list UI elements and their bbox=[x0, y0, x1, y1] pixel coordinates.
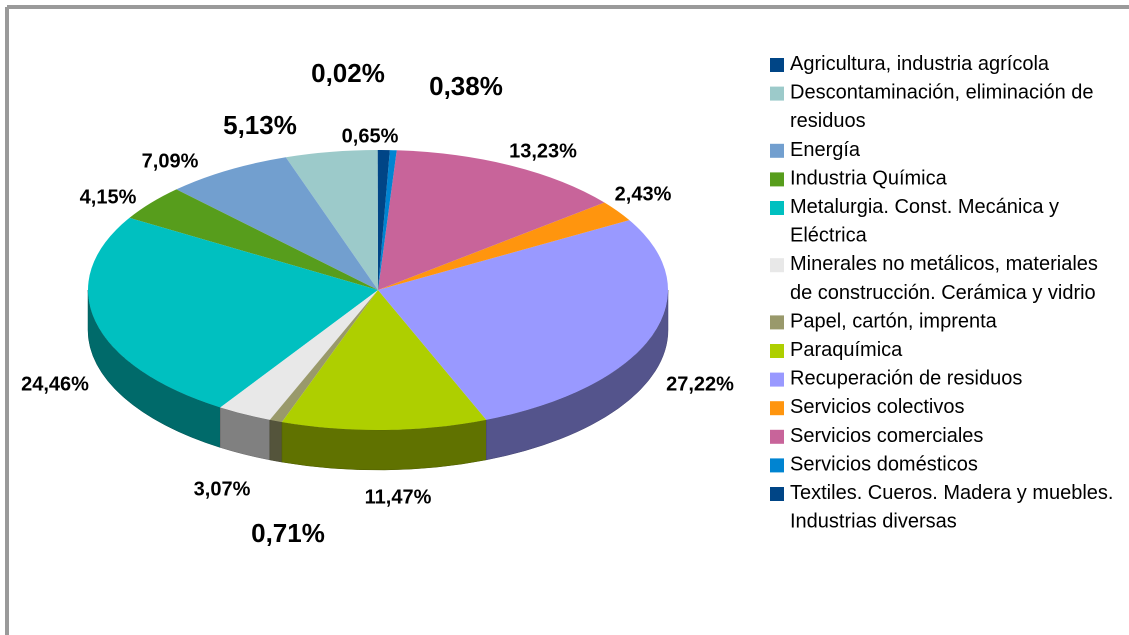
legend-line: Eléctrica bbox=[790, 225, 868, 247]
legend-label: Industria Química bbox=[790, 168, 948, 190]
legend-swatch bbox=[770, 201, 784, 215]
legend-line: Servicios comerciales bbox=[790, 425, 983, 447]
legend-swatch bbox=[770, 401, 784, 416]
slice bbox=[220, 290, 378, 420]
legend-line: Recuperación de residuos bbox=[790, 368, 1022, 390]
slice-side bbox=[269, 419, 283, 463]
slice bbox=[129, 189, 378, 290]
legend-line: Industrias diversas bbox=[790, 511, 957, 533]
data-label: 3,07% bbox=[194, 478, 251, 500]
data-label: 5,13% bbox=[223, 110, 297, 140]
legend-swatch bbox=[770, 344, 784, 358]
legend-label: Energía bbox=[790, 139, 861, 161]
legend-label: Descontaminación, eliminación de residuos bbox=[790, 82, 1094, 133]
legend-line: Industria Química bbox=[790, 168, 948, 190]
legend-line: Minerales no metálicos, materiales bbox=[790, 253, 1098, 275]
legend-line: de construcción. Cerámica y vidrio bbox=[790, 282, 1096, 304]
legend-label: Recuperación de residuos bbox=[790, 368, 1022, 390]
data-label: 0,71% bbox=[251, 518, 325, 548]
legend-label: Textiles. Cueros. Madera y muebles. Indus… bbox=[790, 482, 1113, 533]
legend-line: Metalurgia. Const. Mecánica y bbox=[790, 196, 1059, 218]
data-label: 24,46% bbox=[21, 373, 89, 395]
legend-swatch bbox=[770, 86, 784, 101]
legend-label: Servicios comerciales bbox=[790, 425, 983, 447]
data-label: 0,38% bbox=[429, 71, 503, 101]
legend-line: Textiles. Cueros. Madera y muebles. bbox=[790, 482, 1113, 504]
data-label: 13,23% bbox=[509, 140, 577, 162]
data-label: 7,09% bbox=[142, 150, 199, 172]
legend-swatch bbox=[770, 143, 784, 158]
data-label: 4,15% bbox=[80, 186, 137, 208]
slice bbox=[378, 150, 390, 290]
legend-label: Papel, cartón, imprenta bbox=[790, 311, 998, 333]
legend-line: Paraquímica bbox=[790, 339, 903, 361]
slice bbox=[285, 150, 378, 290]
data-label: 0,65% bbox=[342, 125, 399, 147]
legend-swatch bbox=[770, 372, 784, 387]
data-label: 2,43% bbox=[615, 183, 672, 205]
slice bbox=[378, 150, 605, 290]
legend-line: Servicios domésticos bbox=[790, 454, 978, 476]
legend-swatch bbox=[770, 58, 784, 72]
slice bbox=[87, 217, 379, 408]
slice bbox=[378, 220, 668, 420]
data-label: 11,47% bbox=[365, 486, 432, 508]
legend-line: Energía bbox=[790, 139, 861, 161]
legend-line: Servicios colectivos bbox=[790, 396, 965, 418]
legend-label: Minerales no metálicos, materiales de con… bbox=[790, 253, 1098, 304]
slice bbox=[378, 202, 630, 290]
legend-label: Paraquímica bbox=[790, 339, 903, 361]
legend-label: Servicios colectivos bbox=[790, 396, 965, 418]
legend-swatch bbox=[770, 458, 784, 473]
legend-swatch bbox=[770, 429, 784, 444]
slice bbox=[269, 290, 378, 423]
legend-swatch bbox=[770, 258, 784, 273]
slice bbox=[176, 157, 378, 290]
legend-label: Agricultura, industria agrícola bbox=[790, 53, 1050, 75]
legend-swatch bbox=[770, 315, 784, 330]
legend-swatch bbox=[770, 172, 784, 187]
legend-swatch bbox=[770, 487, 784, 501]
slice bbox=[378, 150, 397, 290]
legend-line: residuos bbox=[790, 110, 866, 132]
legend-label: Metalurgia. Const. Mecánica y Eléctrica bbox=[790, 196, 1059, 247]
slice bbox=[281, 290, 487, 430]
data-label: 27,22% bbox=[666, 373, 734, 395]
data-label: 0,02% bbox=[311, 58, 385, 88]
legend-line: Descontaminación, eliminación de bbox=[790, 82, 1094, 104]
legend-line: Papel, cartón, imprenta bbox=[790, 311, 998, 333]
legend-line: Agricultura, industria agrícola bbox=[790, 53, 1050, 75]
legend-label: Servicios domésticos bbox=[790, 454, 978, 476]
